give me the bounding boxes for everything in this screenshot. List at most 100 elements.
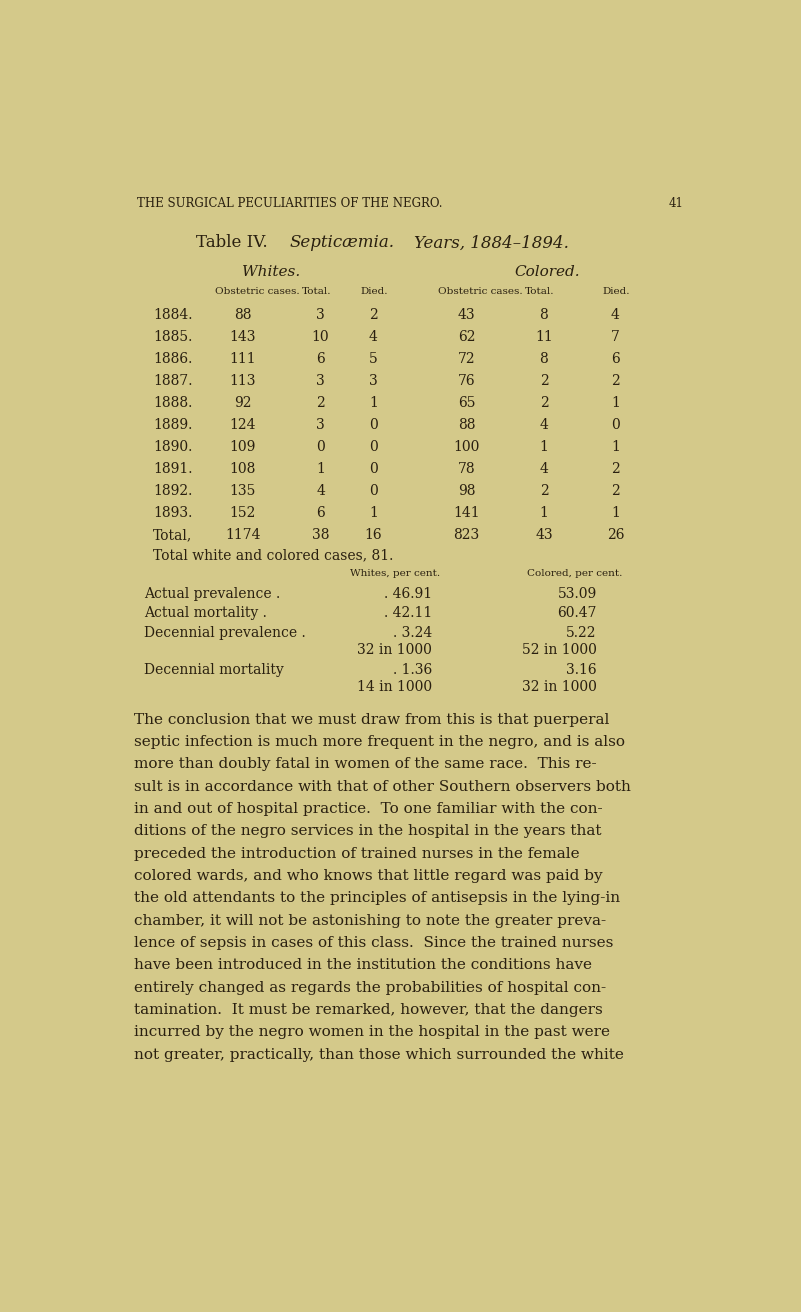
Text: Colored.: Colored. bbox=[514, 265, 580, 279]
Text: 98: 98 bbox=[457, 484, 475, 499]
Text: 4: 4 bbox=[316, 484, 325, 499]
Text: 1891.: 1891. bbox=[153, 462, 192, 476]
Text: Whites.: Whites. bbox=[242, 265, 300, 279]
Text: 43: 43 bbox=[535, 527, 553, 542]
Text: colored wards, and who knows that little regard was paid by: colored wards, and who knows that little… bbox=[135, 869, 603, 883]
Text: 1: 1 bbox=[611, 396, 620, 411]
Text: 76: 76 bbox=[457, 374, 475, 388]
Text: Colored, per cent.: Colored, per cent. bbox=[527, 568, 622, 577]
Text: 43: 43 bbox=[457, 308, 475, 323]
Text: 1893.: 1893. bbox=[153, 506, 192, 520]
Text: 3: 3 bbox=[316, 374, 325, 388]
Text: 1892.: 1892. bbox=[153, 484, 192, 499]
Text: 2: 2 bbox=[611, 374, 620, 388]
Text: 1890.: 1890. bbox=[153, 440, 192, 454]
Text: 143: 143 bbox=[230, 331, 256, 344]
Text: in and out of hospital practice.  To one familiar with the con-: in and out of hospital practice. To one … bbox=[135, 802, 603, 816]
Text: Total.: Total. bbox=[525, 287, 555, 295]
Text: . 1.36: . 1.36 bbox=[393, 663, 433, 677]
Text: 1888.: 1888. bbox=[153, 396, 192, 411]
Text: 53.09: 53.09 bbox=[557, 586, 597, 601]
Text: sult is in accordance with that of other Southern observers both: sult is in accordance with that of other… bbox=[135, 779, 631, 794]
Text: 3: 3 bbox=[316, 308, 325, 323]
Text: Died.: Died. bbox=[360, 287, 388, 295]
Text: Years, 1884–1894.: Years, 1884–1894. bbox=[413, 235, 569, 252]
Text: THE SURGICAL PECULIARITIES OF THE NEGRO.: THE SURGICAL PECULIARITIES OF THE NEGRO. bbox=[138, 198, 443, 210]
Text: Septicæmia.: Septicæmia. bbox=[289, 235, 394, 252]
Text: Actual mortality .: Actual mortality . bbox=[143, 606, 267, 621]
Text: 152: 152 bbox=[230, 506, 256, 520]
Text: 6: 6 bbox=[316, 506, 325, 520]
Text: 11: 11 bbox=[535, 331, 553, 344]
Text: 32 in 1000: 32 in 1000 bbox=[357, 643, 433, 657]
Text: 1889.: 1889. bbox=[153, 419, 192, 432]
Text: Total white and colored cases, 81.: Total white and colored cases, 81. bbox=[153, 548, 393, 563]
Text: 124: 124 bbox=[230, 419, 256, 432]
Text: 1886.: 1886. bbox=[153, 352, 192, 366]
Text: 8: 8 bbox=[540, 308, 549, 323]
Text: 1885.: 1885. bbox=[153, 331, 192, 344]
Text: 2: 2 bbox=[611, 484, 620, 499]
Text: 6: 6 bbox=[611, 352, 620, 366]
Text: The conclusion that we must draw from this is that puerperal: The conclusion that we must draw from th… bbox=[135, 712, 610, 727]
Text: septic infection is much more frequent in the negro, and is also: septic infection is much more frequent i… bbox=[135, 735, 626, 749]
Text: 5: 5 bbox=[369, 352, 377, 366]
Text: 4: 4 bbox=[540, 419, 549, 432]
Text: 62: 62 bbox=[457, 331, 475, 344]
Text: 0: 0 bbox=[369, 419, 377, 432]
Text: 2: 2 bbox=[369, 308, 377, 323]
Text: 4: 4 bbox=[368, 331, 378, 344]
Text: 100: 100 bbox=[453, 440, 480, 454]
Text: 26: 26 bbox=[606, 527, 624, 542]
Text: 141: 141 bbox=[453, 506, 480, 520]
Text: 88: 88 bbox=[457, 419, 475, 432]
Text: 0: 0 bbox=[369, 484, 377, 499]
Text: Obstetric cases.: Obstetric cases. bbox=[215, 287, 300, 295]
Text: Decennial mortality: Decennial mortality bbox=[143, 663, 284, 677]
Text: 1: 1 bbox=[611, 506, 620, 520]
Text: 2: 2 bbox=[540, 396, 549, 411]
Text: 2: 2 bbox=[540, 374, 549, 388]
Text: 7: 7 bbox=[611, 331, 620, 344]
Text: 10: 10 bbox=[312, 331, 329, 344]
Text: 1: 1 bbox=[540, 440, 549, 454]
Text: 135: 135 bbox=[230, 484, 256, 499]
Text: 65: 65 bbox=[457, 396, 475, 411]
Text: . 46.91: . 46.91 bbox=[384, 586, 433, 601]
Text: Total,: Total, bbox=[153, 527, 192, 542]
Text: Died.: Died. bbox=[603, 287, 630, 295]
Text: Table IV.: Table IV. bbox=[196, 235, 268, 252]
Text: 41: 41 bbox=[669, 198, 683, 210]
Text: Whites, per cent.: Whites, per cent. bbox=[350, 568, 440, 577]
Text: 1: 1 bbox=[368, 396, 378, 411]
Text: 38: 38 bbox=[312, 527, 329, 542]
Text: 4: 4 bbox=[540, 462, 549, 476]
Text: 92: 92 bbox=[234, 396, 252, 411]
Text: 111: 111 bbox=[230, 352, 256, 366]
Text: Actual prevalence .: Actual prevalence . bbox=[143, 586, 280, 601]
Text: 1884.: 1884. bbox=[153, 308, 192, 323]
Text: 14 in 1000: 14 in 1000 bbox=[357, 680, 433, 694]
Text: 8: 8 bbox=[540, 352, 549, 366]
Text: 72: 72 bbox=[457, 352, 475, 366]
Text: 109: 109 bbox=[230, 440, 256, 454]
Text: 6: 6 bbox=[316, 352, 325, 366]
Text: Obstetric cases.: Obstetric cases. bbox=[438, 287, 523, 295]
Text: 60.47: 60.47 bbox=[557, 606, 597, 621]
Text: 1887.: 1887. bbox=[153, 374, 192, 388]
Text: 1: 1 bbox=[540, 506, 549, 520]
Text: . 3.24: . 3.24 bbox=[393, 626, 433, 640]
Text: 16: 16 bbox=[364, 527, 382, 542]
Text: 108: 108 bbox=[230, 462, 256, 476]
Text: 4: 4 bbox=[611, 308, 620, 323]
Text: lence of sepsis in cases of this class.  Since the trained nurses: lence of sepsis in cases of this class. … bbox=[135, 935, 614, 950]
Text: ditions of the negro services in the hospital in the years that: ditions of the negro services in the hos… bbox=[135, 824, 602, 838]
Text: . 42.11: . 42.11 bbox=[384, 606, 433, 621]
Text: 1: 1 bbox=[611, 440, 620, 454]
Text: the old attendants to the principles of antisepsis in the lying-in: the old attendants to the principles of … bbox=[135, 891, 621, 905]
Text: 0: 0 bbox=[611, 419, 620, 432]
Text: 32 in 1000: 32 in 1000 bbox=[522, 680, 597, 694]
Text: 1174: 1174 bbox=[225, 527, 260, 542]
Text: 3.16: 3.16 bbox=[566, 663, 597, 677]
Text: tamination.  It must be remarked, however, that the dangers: tamination. It must be remarked, however… bbox=[135, 1002, 603, 1017]
